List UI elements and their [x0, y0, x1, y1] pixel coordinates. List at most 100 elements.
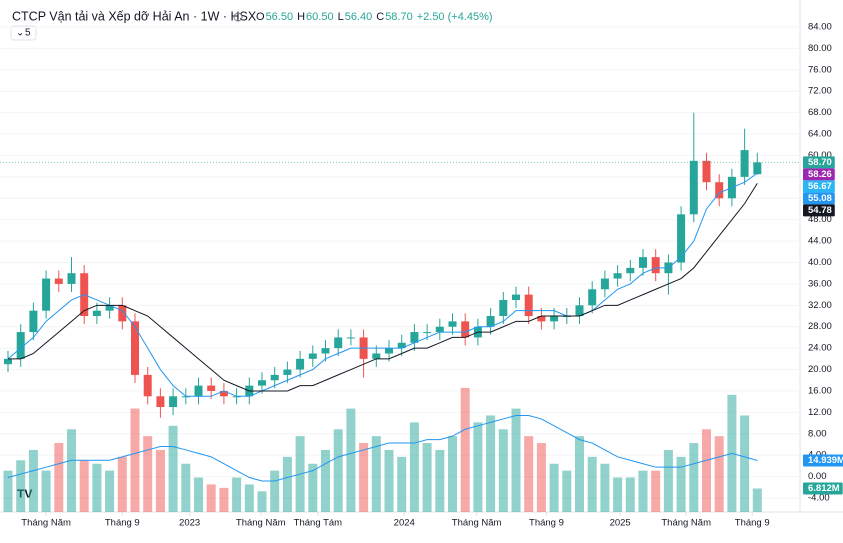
volume-bar: [371, 436, 381, 512]
y-tick-label: 12.00: [808, 407, 832, 418]
ma-line: [7, 172, 758, 397]
y-tick-label: 32.00: [808, 300, 832, 311]
x-tick-label: 2023: [179, 518, 200, 529]
y-tick-label: 28.00: [808, 321, 832, 332]
candle-body: [410, 332, 419, 343]
volume-bar: [117, 456, 127, 512]
volume-bar: [562, 470, 572, 512]
eye-icon[interactable]: [233, 12, 243, 22]
candle-body: [588, 289, 597, 306]
x-tick-label: Tháng Năm: [452, 518, 502, 529]
volume-bar: [206, 484, 216, 512]
volume-bar: [473, 422, 483, 512]
candle-body: [296, 358, 305, 370]
price-tag-label: 6.812M: [808, 483, 840, 494]
x-tick-label: 2024: [394, 518, 415, 529]
y-tick-label: 48.00: [808, 214, 832, 225]
volume-bar: [16, 460, 26, 512]
volume-ma-line: [7, 414, 758, 482]
candle-body: [118, 305, 127, 322]
candle-body: [321, 348, 330, 354]
y-tick-label: 64.00: [808, 129, 832, 140]
indicator-count[interactable]: 5: [25, 28, 31, 39]
candle-body: [219, 390, 228, 397]
volume-bar: [333, 429, 343, 512]
volume-bar: [79, 460, 89, 512]
ohlc-key: L: [338, 11, 344, 23]
candle-body: [346, 337, 355, 339]
candle-body: [67, 273, 76, 284]
volume-bar: [359, 443, 369, 512]
volume-bar: [257, 491, 267, 512]
volume-bar: [435, 449, 445, 512]
volume-bar: [575, 436, 584, 512]
price-tag-label: 56.67: [808, 181, 832, 192]
y-tick-label: 8.00: [808, 428, 827, 439]
candle-body: [486, 316, 495, 327]
candle-body: [156, 396, 165, 408]
candle-body: [308, 353, 317, 359]
y-tick-label: 84.00: [808, 22, 832, 33]
volume-bar: [625, 477, 635, 512]
candle-body: [524, 294, 533, 317]
y-tick-label: 16.00: [808, 385, 832, 396]
price-tag-label: 54.78: [808, 205, 832, 216]
candle-body: [169, 396, 178, 408]
volume-bar: [651, 470, 661, 512]
candle-body: [194, 385, 203, 397]
volume-bar: [714, 436, 724, 512]
volume-bar: [3, 470, 13, 512]
volume-bar: [448, 436, 457, 512]
volume-bar: [460, 387, 470, 512]
price-tag-label: 58.70: [808, 157, 832, 168]
volume-bar: [219, 487, 229, 512]
volume-bar: [321, 449, 330, 512]
volume-bar: [28, 449, 38, 512]
volume-bar: [282, 456, 292, 512]
indicator-toggle[interactable]: [10, 25, 37, 41]
y-tick-label: 24.00: [808, 343, 832, 354]
candle-body: [270, 374, 279, 381]
volume-bar: [524, 436, 534, 512]
candle-body: [677, 214, 686, 263]
volume-bar: [689, 443, 699, 512]
candle-body: [448, 321, 457, 327]
candle-body: [575, 305, 584, 317]
volume-bar: [41, 470, 51, 512]
candle-body: [29, 310, 38, 333]
volume-bar: [638, 470, 648, 512]
volume-bar: [397, 456, 407, 512]
candle-body: [702, 160, 711, 183]
volume-bar: [130, 408, 140, 512]
candle-body: [499, 299, 508, 317]
candle-body: [143, 374, 152, 397]
candle-body: [689, 160, 698, 215]
y-tick-label: -4.00: [808, 493, 830, 504]
volume-bar: [143, 436, 153, 512]
candle-body: [372, 353, 381, 359]
ohlc-value: 58.70: [385, 11, 413, 23]
volume-bar: [498, 429, 508, 512]
candle-body: [4, 358, 12, 365]
volume-bar: [676, 456, 686, 512]
ma-line: [8, 183, 758, 392]
candle-body: [207, 385, 216, 391]
y-tick-label: 60.00: [808, 150, 832, 161]
ohlc-key: C: [376, 11, 384, 23]
y-tick-label: 40.00: [808, 257, 832, 268]
y-tick-label: 20.00: [808, 364, 832, 375]
volume-bar: [232, 477, 242, 512]
price-tag: [803, 204, 835, 217]
price-tag-label: 55.08: [808, 193, 832, 204]
ohlc-key: O: [256, 11, 265, 23]
volume-bar: [600, 463, 610, 512]
volume-bar: [752, 488, 762, 512]
volume-bar: [384, 449, 394, 512]
candle-body: [613, 273, 622, 279]
price-tag: [803, 482, 843, 495]
y-tick-label: 80.00: [808, 43, 832, 54]
volume-bar: [511, 408, 521, 512]
icon[interactable]: [233, 12, 243, 22]
candle-body: [715, 182, 724, 199]
chevron[interactable]: ⌄: [16, 28, 24, 39]
